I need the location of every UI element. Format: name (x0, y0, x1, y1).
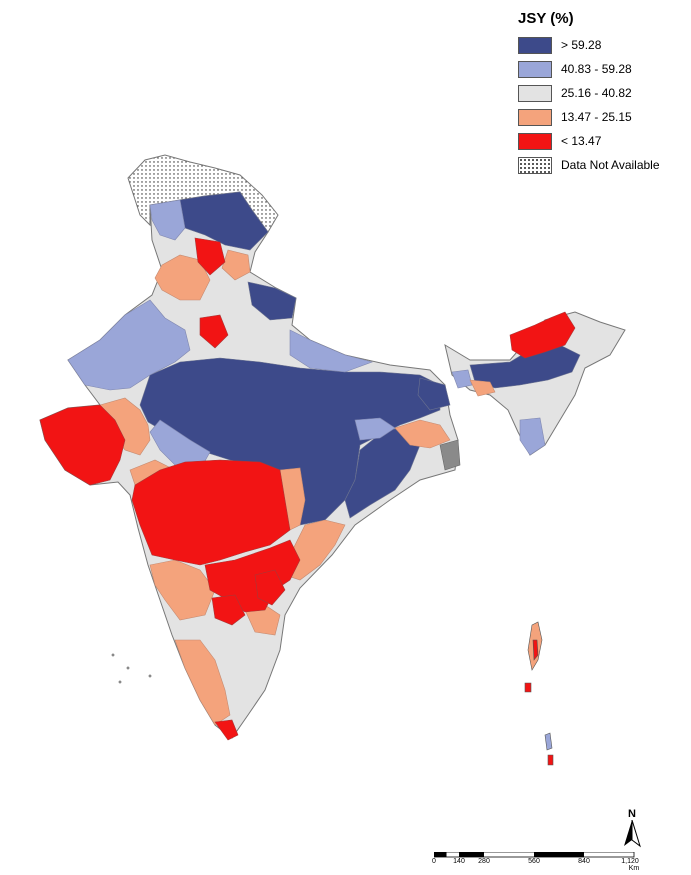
scale-tick-label: 280 (478, 858, 490, 865)
legend-item-above-59: > 59.28 (518, 33, 660, 57)
legend-label: Data Not Available (561, 158, 660, 172)
class-13-25 (99, 249, 496, 726)
scale-tick-label: 560 (528, 858, 540, 865)
lakshadweep-islands (111, 653, 152, 684)
legend-item-below-13: < 13.47 (518, 129, 660, 153)
legend-label: > 59.28 (561, 38, 602, 52)
legend-item-not-available: Data Not Available (518, 153, 660, 177)
class-below-13 (39, 237, 576, 741)
legend-swatch (518, 60, 552, 78)
north-arrow: N (621, 808, 643, 853)
scale-tick-label: 840 (578, 858, 590, 865)
legend-swatch (518, 36, 552, 54)
map-legend: JSY (%) > 59.28 40.83 - 59.28 25.16 - 40… (518, 10, 660, 177)
region-dark-grey (439, 439, 461, 471)
legend-label: 40.83 - 59.28 (561, 62, 632, 76)
scale-unit-label: Km (628, 865, 640, 872)
legend-label: 13.47 - 25.15 (561, 110, 632, 124)
north-arrow-icon (624, 819, 641, 848)
scale-bar-graphic (434, 852, 635, 858)
legend-swatch (518, 132, 552, 150)
scale-tick-label: 0 (432, 858, 436, 865)
legend-item-13-25: 13.47 - 25.15 (518, 105, 660, 129)
scale-bar: 0 140 280 560 840 1,120 Km (432, 852, 644, 874)
class-40-59 (67, 199, 546, 471)
class-above-59 (139, 191, 581, 526)
legend-item-25-40: 25.16 - 40.82 (518, 81, 660, 105)
legend-swatch (518, 108, 552, 126)
legend-swatch (518, 84, 552, 102)
scale-tick-label: 140 (453, 858, 465, 865)
legend-item-40-59: 40.83 - 59.28 (518, 57, 660, 81)
legend-swatch (518, 156, 552, 174)
andaman-nicobar-islands (524, 621, 554, 766)
legend-label: 25.16 - 40.82 (561, 86, 632, 100)
legend-title: JSY (%) (518, 10, 574, 27)
north-label: N (628, 808, 636, 820)
legend-label: < 13.47 (561, 134, 602, 148)
scale-tick-label: 1,120 (621, 858, 639, 865)
